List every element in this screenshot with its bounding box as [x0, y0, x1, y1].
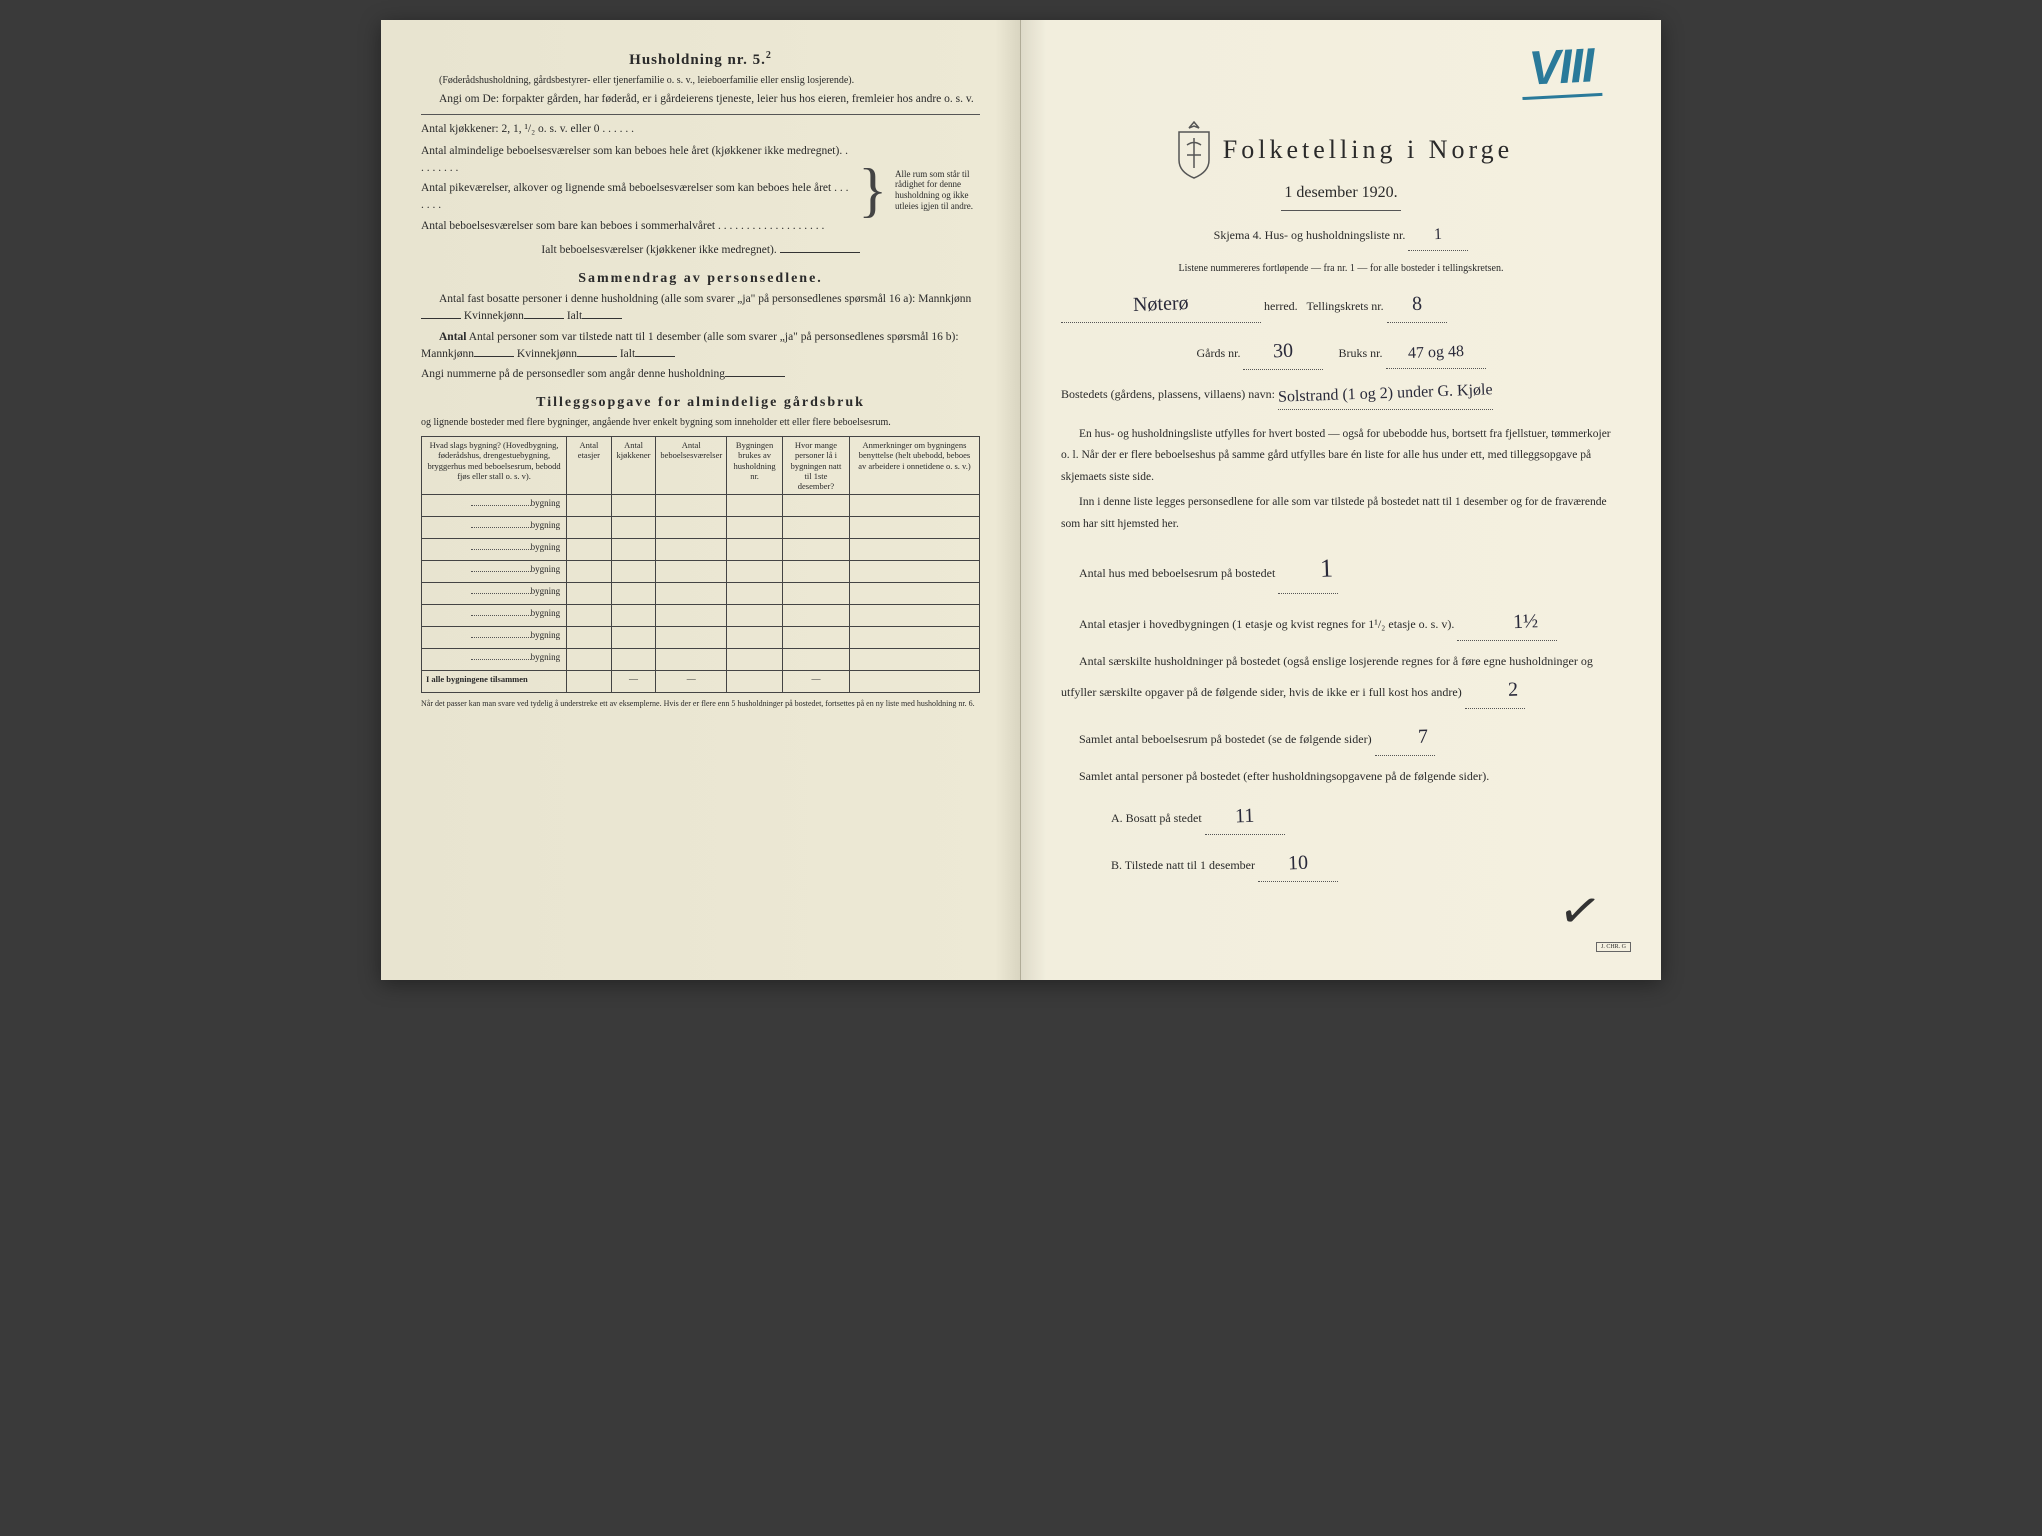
- bosted-line: Bostedets (gårdens, plassens, villaens) …: [1061, 380, 1621, 410]
- q5-line: Samlet antal personer på bostedet (efter…: [1061, 766, 1621, 788]
- table-header-row: Hvad slags bygning? (Hovedbygning, føder…: [422, 437, 980, 495]
- right-page: VIII Folketelling i Norge 1 desember 192…: [1021, 20, 1661, 980]
- listene-note: Listene nummereres fortløpende — fra nr.…: [1061, 261, 1621, 276]
- summary-heading: Sammendrag av personsedlene.: [421, 271, 980, 287]
- th-bygning: Hvad slags bygning? (Hovedbygning, føder…: [422, 437, 567, 495]
- th-kjokken: Antal kjøkkener: [611, 437, 656, 495]
- para2: Inn i denne liste legges personsedlene f…: [1061, 492, 1621, 536]
- th-etasjer: Antal etasjer: [567, 437, 612, 495]
- kitchen-line: Antal kjøkkener: 2, 1, ¹/₂ o. s. v. elle…: [421, 121, 980, 138]
- th-anmerk: Anmerkninger om bygningens benyttelse (h…: [849, 437, 979, 495]
- q2-line: Antal etasjer i hovedbygningen (1 etasje…: [1061, 604, 1621, 641]
- table-row: bygning: [422, 539, 980, 561]
- footer-label: I alle bygningene tilsammen: [422, 671, 567, 693]
- checkmark-icon: ✓: [1554, 879, 1605, 943]
- q3-line: Antal særskilte husholdninger på bostede…: [1061, 651, 1621, 710]
- census-document: Husholdning nr. 5.2 (Føderådshusholdning…: [381, 20, 1661, 980]
- household-heading: Husholdning nr. 5.2: [421, 50, 980, 69]
- para1: En hus- og husholdningsliste utfylles fo…: [1061, 424, 1621, 490]
- table-footer-row: I alle bygningene tilsammen ———: [422, 671, 980, 693]
- qA-line: A. Bosatt på stedet 11: [1111, 798, 1621, 835]
- tillegg-heading: Tilleggsopgave for almindelige gårdsbruk: [421, 395, 980, 411]
- summary-l2: Antal Antal personer som var tilstede na…: [421, 329, 980, 364]
- total-rooms: Ialt beboelsesværelser (kjøkkener ikke m…: [421, 242, 980, 259]
- rooms-l3: Antal beboelsesværelser som bare kan beb…: [421, 218, 850, 235]
- brace-caption: Alle rum som står til rådighet for denne…: [895, 169, 980, 212]
- rooms-l1: Antal almindelige beboelsesværelser som …: [421, 143, 850, 178]
- subtitle-date: 1 desember 1920.: [1061, 184, 1621, 202]
- crayon-annotation: VIII: [1520, 38, 1603, 100]
- intro-paren: (Føderådshusholdning, gårdsbestyrer- ell…: [421, 73, 980, 88]
- th-personer: Hvor mange personer lå i bygningen natt …: [782, 437, 849, 495]
- title-block: Folketelling i Norge 1 desember 1920.: [1061, 120, 1621, 202]
- rooms-brace-group: Antal almindelige beboelsesværelser som …: [421, 143, 980, 238]
- table-row: bygning: [422, 517, 980, 539]
- table-row: bygning: [422, 561, 980, 583]
- table-row: bygning: [422, 627, 980, 649]
- curly-brace-icon: }: [858, 166, 887, 214]
- th-hushold: Bygningen brukes av husholdning nr.: [727, 437, 783, 495]
- printer-stamp: J. CHR. G: [1596, 942, 1631, 952]
- summary-l1: Antal fast bosatte personer i denne hush…: [421, 291, 980, 326]
- th-beboelse: Antal beboelsesværelser: [656, 437, 727, 495]
- rooms-l2: Antal pikeværelser, alkover og lignende …: [421, 180, 850, 215]
- q4-line: Samlet antal beboelsesrum på bostedet (s…: [1061, 719, 1621, 756]
- intro-line1: Angi om De: forpakter gården, har føderå…: [421, 91, 980, 108]
- main-title: Folketelling i Norge: [1223, 135, 1513, 165]
- summary-l3: Angi nummerne på de personsedler som ang…: [421, 366, 980, 383]
- buildings-table: Hvad slags bygning? (Hovedbygning, føder…: [421, 436, 980, 693]
- skjema-line: Skjema 4. Hus- og husholdningsliste nr. …: [1061, 221, 1621, 251]
- tillegg-sub: og lignende bosteder med flere bygninger…: [421, 415, 980, 430]
- herred-line: Nøterø herred. Tellingskrets nr. 8: [1061, 286, 1621, 323]
- table-row: bygning: [422, 649, 980, 671]
- gards-line: Gårds nr. 30 Bruks nr. 47 og 48: [1061, 333, 1621, 370]
- left-footnote: Når det passer kan man svare ved tydelig…: [421, 699, 980, 709]
- table-row: bygning: [422, 605, 980, 627]
- coat-of-arms-icon: [1169, 120, 1219, 180]
- q1-line: Antal hus med beboelsesrum på bostedet 1: [1061, 546, 1621, 594]
- left-page: Husholdning nr. 5.2 (Føderådshusholdning…: [381, 20, 1021, 980]
- table-row: bygning: [422, 495, 980, 517]
- table-row: bygning: [422, 583, 980, 605]
- qB-line: B. Tilstede natt til 1 desember 10: [1111, 845, 1621, 882]
